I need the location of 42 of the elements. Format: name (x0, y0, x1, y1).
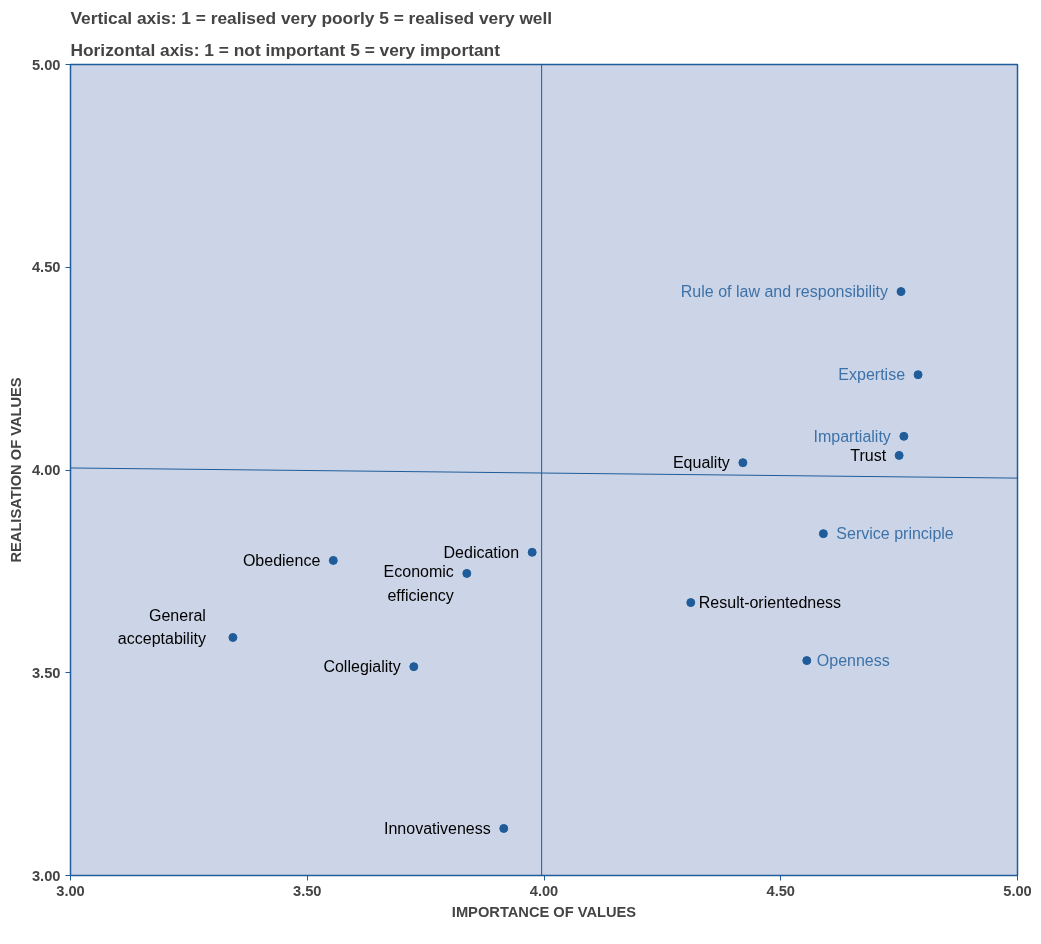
y-axis-title: REALISATION OF VALUES (7, 377, 24, 563)
annotation: Collegiality (323, 658, 401, 676)
x-tick-label: 4.50 (766, 882, 796, 899)
y-tick-label: 4.00 (31, 462, 61, 478)
x-tick-label: 4.00 (529, 882, 559, 899)
y-tick-label: 3.50 (31, 664, 61, 681)
x-tick-label: 5.00 (1003, 882, 1032, 899)
chart-subtitle: Horizontal axis: 1 = not important 5 = very important (70, 39, 501, 60)
point (499, 823, 509, 833)
annotation: Rule of law and responsibility (680, 283, 889, 301)
point (802, 656, 812, 666)
annotation: Result-orientedness (698, 594, 842, 612)
point (899, 431, 909, 441)
y-tick-label: 3.00 (31, 867, 61, 884)
annotation: Service principle (836, 525, 954, 543)
x-tick-label: 3.00 (56, 882, 85, 899)
point (913, 370, 923, 380)
annotation: Trust (850, 446, 887, 464)
x-tick-label: 3.50 (292, 882, 322, 899)
y-tick-label: 4.50 (31, 259, 61, 276)
point (896, 287, 906, 297)
x-axis-title: IMPORTANCE OF VALUES (451, 903, 637, 920)
chart-title: Vertical axis: 1 = realised very poorly 5 = realised very well (70, 7, 553, 28)
point (738, 458, 748, 468)
point (894, 450, 904, 460)
annotation: Expertise (838, 366, 906, 384)
y-tick-label: 5.00 (31, 56, 61, 73)
point (462, 568, 472, 578)
point (228, 632, 238, 642)
point (409, 662, 419, 672)
annotation: Innovativeness (384, 819, 491, 837)
point (818, 529, 828, 539)
annotation: Obedience (242, 551, 321, 569)
point (527, 547, 537, 557)
point (328, 555, 338, 565)
annotation: Economic efficiency (383, 563, 454, 605)
point (686, 598, 696, 608)
annotation: Equality (672, 454, 730, 472)
annotation: Openness (816, 652, 890, 670)
annotation: General acceptability (117, 606, 206, 648)
annotation: Impartiality (813, 427, 891, 445)
annotation: Dedication (443, 543, 520, 561)
